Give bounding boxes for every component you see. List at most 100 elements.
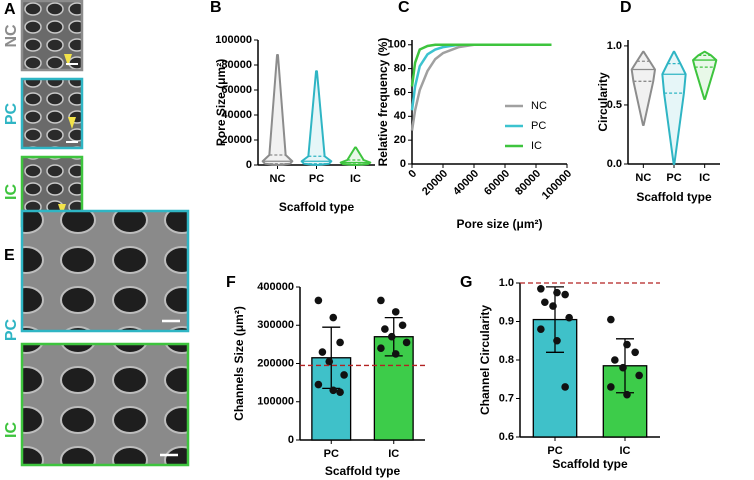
data-point <box>561 383 569 391</box>
row-label: PC <box>3 318 20 341</box>
line <box>410 43 552 131</box>
y-tick-label: 60000 <box>221 84 252 96</box>
data-point <box>391 308 400 316</box>
y-axis-label: Channel Circularity <box>478 305 492 415</box>
x-tick-label: NC <box>635 172 651 184</box>
data-point <box>318 348 327 356</box>
data-point <box>631 348 639 357</box>
y-tick-label: 0.5 <box>607 99 622 111</box>
panel-letter: F <box>226 274 236 291</box>
y-tick-label: 40000 <box>221 109 252 121</box>
line <box>410 43 552 87</box>
data-point <box>549 302 557 310</box>
y-tick-label: 300000 <box>257 319 294 331</box>
image-panel-e: E PC IC <box>3 209 190 467</box>
y-axis-label: Pore Size (μm²) <box>214 59 228 146</box>
y-axis-label: Channels Size (μm²) <box>232 306 246 421</box>
y-tick-label: 0 <box>288 434 294 446</box>
data-point <box>377 296 385 305</box>
data-point <box>607 383 615 391</box>
data-point <box>314 380 323 389</box>
panel-letter: G <box>460 274 472 291</box>
y-tick-label: 200000 <box>257 357 294 369</box>
y-tick-label: 0.0 <box>607 158 622 170</box>
x-axis-label: Scaffold type <box>325 464 401 478</box>
micrograph <box>20 209 190 333</box>
y-tick-label: 60 <box>394 86 406 98</box>
micrograph <box>20 0 84 72</box>
data-point <box>611 356 619 364</box>
data-point <box>398 321 407 330</box>
y-tick-label: 0.8 <box>499 354 514 366</box>
data-point <box>329 386 338 395</box>
data-point <box>561 290 569 299</box>
data-point <box>619 363 627 372</box>
row-label: IC <box>3 184 20 200</box>
data-point <box>565 313 573 322</box>
data-point <box>377 344 385 353</box>
data-point <box>336 388 344 396</box>
x-tick-label: IC <box>350 173 361 185</box>
image-panel-a: A NC PC IC <box>3 0 84 228</box>
legend-label: IC <box>531 140 542 152</box>
y-tick-label: 100000 <box>215 34 252 46</box>
data-point <box>537 284 545 293</box>
y-tick-label: 80 <box>394 63 406 75</box>
y-tick-label: 100 <box>388 39 406 51</box>
y-tick-label: 0 <box>246 159 252 171</box>
data-point <box>340 371 348 379</box>
violin <box>300 70 333 166</box>
data-point <box>391 350 400 358</box>
x-axis-label: Scaffold type <box>279 200 355 214</box>
data-point <box>325 357 334 366</box>
data-point <box>553 288 561 297</box>
data-point <box>607 315 615 324</box>
data-point <box>537 325 545 334</box>
arrow <box>68 117 76 129</box>
panel-letter: B <box>210 0 222 16</box>
y-tick-label: 0 <box>400 158 406 170</box>
data-point <box>402 338 411 347</box>
x-tick-label: PC <box>547 445 562 457</box>
x-tick-label: PC <box>324 448 339 460</box>
row-label: NC <box>3 24 20 48</box>
micrograph <box>20 342 190 467</box>
violin <box>692 50 718 101</box>
y-tick-label: 1.0 <box>499 277 514 289</box>
x-axis-label: Scaffold type <box>636 190 712 204</box>
y-tick-label: 80000 <box>221 59 252 71</box>
y-tick-label: 20 <box>394 134 406 146</box>
arrow <box>64 54 72 66</box>
legend-label: NC <box>531 100 547 112</box>
violin <box>661 50 687 165</box>
data-point <box>635 371 643 380</box>
y-axis-label: Circularity <box>596 72 610 132</box>
x-tick-label: IC <box>620 445 631 457</box>
x-tick-label: 100000 <box>540 168 574 202</box>
panel-letter: D <box>620 0 632 16</box>
x-axis-label: Scaffold type <box>552 457 628 471</box>
y-axis-label: Relative frequency (%) <box>376 38 390 167</box>
y-tick-label: 1.0 <box>607 40 622 52</box>
x-tick-label: 0 <box>406 168 419 181</box>
x-tick-label: 80000 <box>513 168 543 198</box>
panel-letter: A <box>4 1 16 18</box>
y-tick-label: 0.6 <box>499 431 514 443</box>
data-point <box>623 340 631 349</box>
x-tick-label: PC <box>309 173 324 185</box>
y-tick-label: 400000 <box>257 281 294 293</box>
panel-letter: C <box>398 0 410 16</box>
x-tick-label: NC <box>270 173 286 185</box>
violin <box>630 50 656 127</box>
data-point <box>553 336 561 345</box>
row-label: PC <box>3 102 20 125</box>
row-label: IC <box>3 422 20 438</box>
panel-letter: E <box>4 247 15 264</box>
y-tick-label: 0.9 <box>499 315 514 327</box>
data-point <box>329 313 338 322</box>
x-tick-label: IC <box>699 172 710 184</box>
data-point <box>623 390 631 399</box>
y-tick-label: 100000 <box>257 396 294 408</box>
data-point <box>387 332 396 341</box>
